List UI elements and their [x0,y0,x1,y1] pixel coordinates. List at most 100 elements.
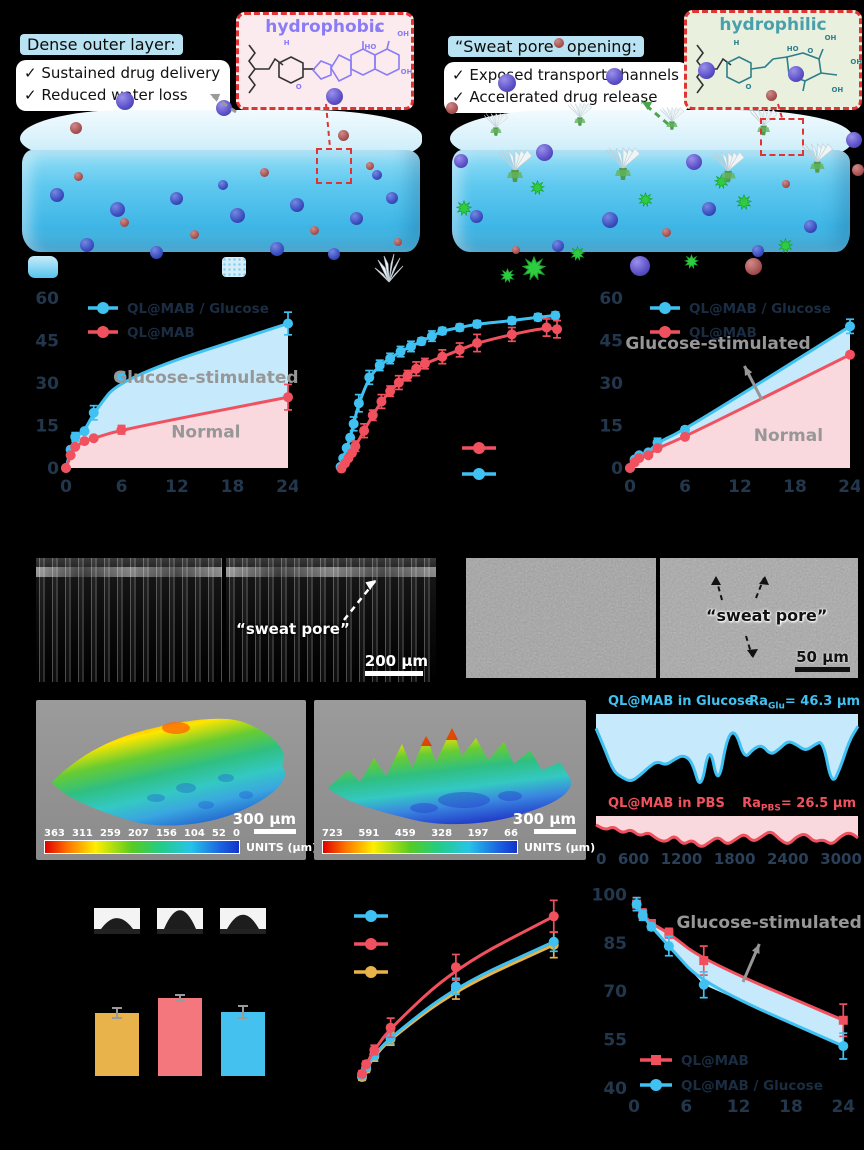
drug-a-icon [630,256,650,276]
crystal-icon [374,253,404,283]
tick-label: 0 [596,850,607,868]
drug-a-particle [602,212,618,228]
svg-text:QL@MAB: QL@MAB [681,1053,749,1069]
tick-label: 2400 [767,850,809,868]
svg-text:0: 0 [628,1097,640,1117]
drug-a-particle [552,240,564,252]
svg-text:85: 85 [603,934,627,954]
tick-label: 459 [394,828,416,839]
checklist-item: ✓ Exposed transport channels [452,66,679,84]
atom-label: OH [397,29,410,38]
profile-glucose-ra: RaGlu= 46.3 µm [749,694,860,712]
drug-b-particle [366,162,374,170]
svg-text:40: 40 [603,1079,627,1099]
sweat-pore-flower [660,106,684,130]
dense-layer-title: Dense outer layer: [20,34,183,55]
gel-icon [28,256,58,278]
tick-label: 66 [504,828,518,839]
tick-label: 591 [358,828,380,839]
scale-bar-200um: 200 µm [364,652,428,676]
drug-b-particle [310,226,319,235]
connector-arrows [641,100,783,126]
panel-dense-layer: Dense outer layer: ✓ Sustained drug deli… [8,4,432,260]
glucose-particle [570,246,585,261]
chart-contact-angle [30,880,302,1129]
sem-cross-section-pbs [36,558,222,682]
svg-text:12: 12 [165,477,189,497]
tick-label: 311 [71,828,93,839]
tick-label: 156 [155,828,177,839]
chart-release-glucose-vs-normal: 0 15 30 45 60 0 6 12 18 24 Glucose-stimulated Norma… [28,289,300,506]
hydrophilic-skeleton [696,44,838,94]
tick-label: 723 [322,828,343,839]
svg-text:QL@MAB / Glucose: QL@MAB / Glucose [689,301,831,317]
color-scale-units: UNITS (µm) [524,841,596,854]
svg-text:QL@MAB / Glucose: QL@MAB / Glucose [681,1078,823,1094]
profile-pbs-label: QL@MAB in PBS [608,796,725,811]
check-icon: ✓ [24,64,37,82]
sweat-pore-flower [484,112,508,136]
bar [95,1013,139,1076]
atom-label: OH [400,68,413,77]
atom-labels: H O HO O OH OH [239,15,413,107]
sweat-pore-annotation: “sweat pore” [236,620,350,638]
tick-label: 104 [183,828,205,839]
color-scale-ticks: 363 311 259 207 156 104 52 0 [44,828,240,839]
drug-a-particle [218,180,228,190]
svg-text:Glucose-stimulated: Glucose-stimulated [676,913,861,933]
sweat-pore-arrows [711,576,769,658]
svg-text:60: 60 [35,290,59,309]
surface-micrograph-glucose: “sweat pore” 50 µm [660,558,858,678]
svg-text:55: 55 [603,1031,627,1051]
svg-text:30: 30 [599,374,623,394]
svg-text:6: 6 [116,477,128,497]
sweat-pore-title: “Sweat pore” opening: [448,36,644,57]
sweat-pore-flower [712,150,745,183]
color-scale: 363 311 259 207 156 104 52 0 UNITS (µm) [44,828,317,854]
svg-text:70: 70 [603,982,627,1002]
atom-labels: H O HO O OH OH OH [687,13,862,107]
svg-text:Normal: Normal [171,422,240,442]
drug-a-particle [270,242,284,256]
drug-b-particle [394,238,402,246]
color-scale: 723 591 459 328 197 66 UNITS (µm) [322,828,595,854]
chart-swelling [312,880,580,1129]
chart-water-retention: 40 55 70 85 100 0 6 12 18 24 Glucose-stimulated QL@… [590,878,862,1132]
tick-label: 328 [431,828,453,839]
atom-label: O [295,83,302,92]
tick-label: 197 [467,828,489,839]
svg-text:QL@MAB: QL@MAB [127,325,195,341]
glucose-particle [530,180,545,195]
sweat-pore-arrow [343,579,377,621]
surface-micrograph-pbs [466,558,656,678]
color-scale-ticks: 723 591 459 328 197 66 [322,828,518,839]
drug-b-particle [512,246,520,254]
drug-a-particle [372,170,382,180]
pore-flowers [450,96,852,252]
sweat-pore-flower [568,102,592,126]
drug-a-particle [752,245,764,257]
tick-label: 207 [127,828,149,839]
tick-label: 0 [232,828,240,839]
svg-text:0: 0 [624,477,636,497]
tick-label: 363 [44,828,65,839]
panel-sweat-pore: “Sweat pore” opening: ✓ Exposed transpor… [436,4,864,283]
inset-marker-box [316,148,352,184]
glucose-particle [778,238,793,253]
atom-label: O [374,26,381,35]
svg-text:QL@MAB: QL@MAB [689,325,757,341]
tick-label: 259 [99,828,121,839]
drug-a-particle [110,202,125,217]
profile-glucose-label: QL@MAB in Glucose [608,694,754,709]
glucose-particle [638,192,653,207]
tick-label: 52 [211,828,226,839]
svg-text:0: 0 [611,459,623,479]
drug-a-particle [170,192,183,205]
tick-label: 1800 [713,850,756,868]
tick-label: 600 [617,850,650,868]
hydrophilic-label: hydrophilic [719,15,827,35]
drug-a-particle [230,208,245,223]
chart-release-kinetics [312,290,578,506]
topography-pbs: 363 311 259 207 156 104 52 0 UNITS (µm) 300 µm [36,700,317,860]
check-icon: ✓ [452,87,465,106]
